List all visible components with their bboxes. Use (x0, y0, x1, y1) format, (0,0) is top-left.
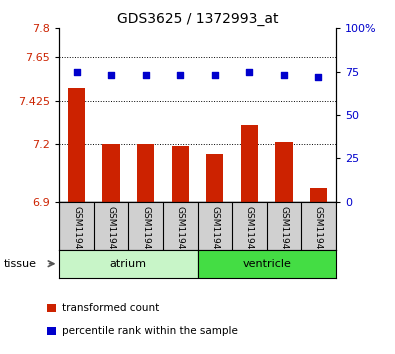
Bar (275, 142, 293, 202)
Bar (310, 188, 327, 202)
Point (315, 74, 322, 80)
Text: GSM119425: GSM119425 (176, 206, 185, 260)
Bar (102, 144, 120, 202)
Point (177, 72, 183, 78)
Text: GSM119429: GSM119429 (314, 206, 323, 260)
Title: GDS3625 / 1372993_at: GDS3625 / 1372993_at (117, 12, 278, 26)
Bar (137, 144, 154, 202)
Text: tissue: tissue (4, 259, 37, 269)
Bar (206, 154, 224, 202)
Bar (171, 146, 189, 202)
Text: percentile rank within the sample: percentile rank within the sample (62, 326, 238, 336)
Point (212, 72, 218, 78)
Text: atrium: atrium (110, 259, 147, 269)
Text: GSM119427: GSM119427 (245, 206, 254, 260)
Text: ventricle: ventricle (242, 259, 291, 269)
Text: GSM119423: GSM119423 (107, 206, 116, 260)
Point (108, 72, 114, 78)
Text: transformed count: transformed count (62, 303, 159, 313)
Text: GSM119426: GSM119426 (210, 206, 219, 260)
Point (281, 72, 287, 78)
Point (246, 69, 252, 74)
Point (143, 72, 149, 78)
Point (73, 69, 80, 74)
Text: GSM119428: GSM119428 (279, 206, 288, 260)
Text: GSM119422: GSM119422 (72, 206, 81, 260)
Bar (68, 88, 85, 202)
Text: GSM119424: GSM119424 (141, 206, 150, 260)
Bar (241, 125, 258, 202)
